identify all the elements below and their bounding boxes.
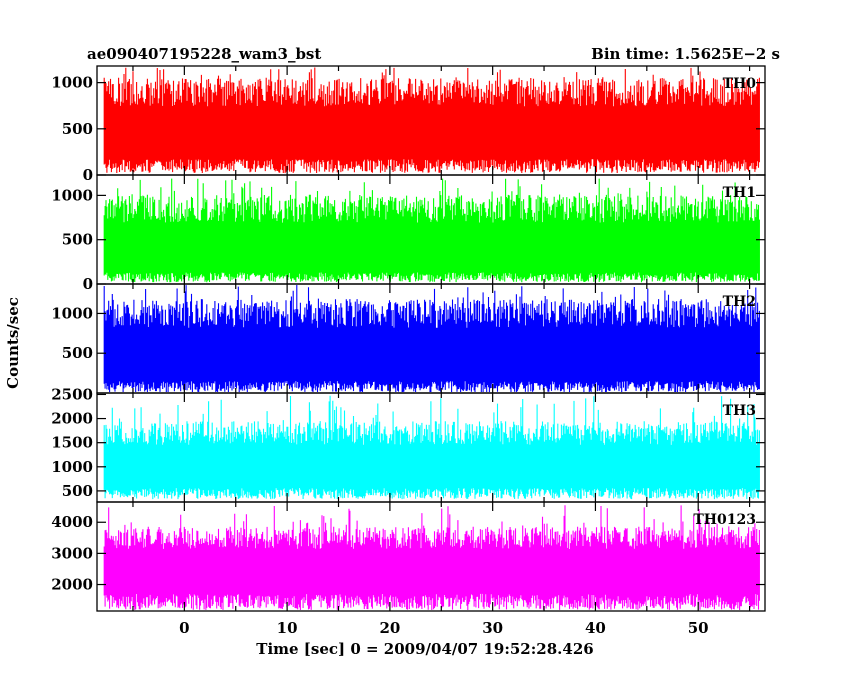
x-axis-title: Time [sec] 0 = 2009/04/07 19:52:28.426	[256, 640, 593, 658]
panel-label-th0: TH0	[723, 76, 757, 92]
panel-th1: 0 500 1000 TH1	[51, 174, 766, 293]
y-tick-label: 500	[62, 344, 93, 362]
y-tick-label: 2000	[51, 576, 93, 594]
panel-label-th0123: TH0123	[693, 512, 756, 528]
bin-time-label: Bin time: 1.5625E−2 s	[591, 45, 780, 63]
y-tick-label: 500	[62, 231, 93, 249]
chart-title: ae090407195228_wam3_bst	[87, 45, 321, 63]
panel-th2: 500 1000 TH2	[51, 283, 766, 394]
panel-frame	[96, 501, 766, 612]
x-tick-label: 50	[688, 619, 709, 637]
y-tick-label: 1500	[51, 434, 93, 452]
x-tick-label: 20	[379, 619, 400, 637]
panel-th3: 500 1000 1500 2000 2500 TH3	[51, 385, 766, 503]
y-tick-label: 0	[83, 166, 93, 184]
y-tick-label: 1000	[51, 186, 93, 204]
panel-label-th2: TH2	[723, 294, 756, 310]
y-tick-label: 2000	[51, 410, 93, 428]
series-th0123	[103, 505, 760, 610]
panel-th0123: 2000 3000 4000 TH0123	[51, 501, 766, 612]
panel-th0: 0 500 1000 TH0	[51, 65, 766, 184]
y-tick-label: 1000	[51, 304, 93, 322]
series-th3	[103, 395, 760, 500]
y-tick-label: 3000	[51, 544, 93, 562]
series-th0	[103, 67, 760, 174]
y-tick-label: 1000	[51, 458, 93, 476]
x-axis: 0 10 20 30 40 50	[179, 619, 709, 637]
y-axis-title: Counts/sec	[4, 297, 22, 389]
y-tick-label: 4000	[51, 513, 93, 531]
series-th1	[103, 178, 760, 283]
panel-label-th1: TH1	[723, 185, 756, 201]
y-tick-label: 2500	[51, 385, 93, 403]
y-tick-label: 0	[83, 275, 93, 293]
panels-layer: 0 500 1000 TH0 0 500 1000 TH1 500 1000 TH2 500 1000 1…	[51, 65, 766, 612]
x-tick-label: 0	[179, 619, 189, 637]
x-tick-label: 40	[585, 619, 606, 637]
x-tick-label: 10	[277, 619, 298, 637]
y-tick-label: 500	[62, 482, 93, 500]
y-tick-label: 1000	[51, 74, 93, 92]
series-th2	[103, 285, 760, 392]
y-tick-label: 500	[62, 120, 93, 138]
x-tick-label: 30	[482, 619, 503, 637]
panel-label-th3: TH3	[723, 403, 756, 419]
